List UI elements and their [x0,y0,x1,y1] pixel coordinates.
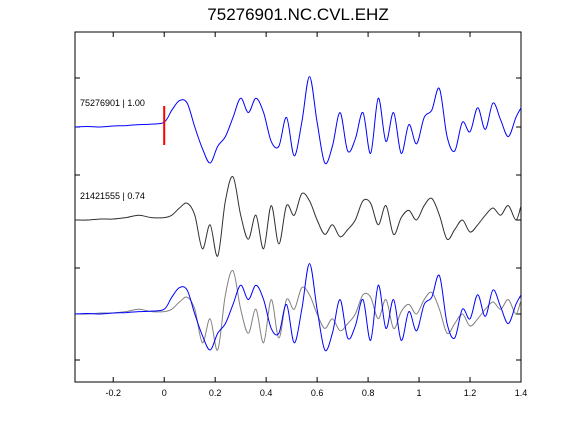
chart-title: 75276901.NC.CVL.EHZ [207,5,389,24]
x-tick-label: 0.4 [260,388,273,398]
x-tick-label: 0.2 [209,388,222,398]
x-tick-label: 0.6 [311,388,324,398]
trace-label-0: 75276901 | 1.00 [80,98,145,108]
trace-line-0 [74,76,522,165]
x-tick-label: 1 [417,388,422,398]
trace-label-1: 21421555 | 0.74 [80,191,145,201]
x-tick-label: 0 [162,388,167,398]
x-ticks: -0.2 0 0.2 0.4 0.6 0.8 1 1.2 1.4 [105,32,527,398]
traces [74,76,522,352]
trace-line-1 [74,176,522,257]
trace-line-2 [74,270,522,351]
x-tick-label: 1.2 [464,388,477,398]
x-tick-label: 0.8 [362,388,375,398]
y-tick-marks [75,77,521,361]
trace-line-3 [74,263,522,352]
x-tick-label: -0.2 [105,388,121,398]
trace-labels: 75276901 | 1.00 21421555 | 0.74 [80,98,145,201]
x-tick-label: 1.4 [515,388,528,398]
